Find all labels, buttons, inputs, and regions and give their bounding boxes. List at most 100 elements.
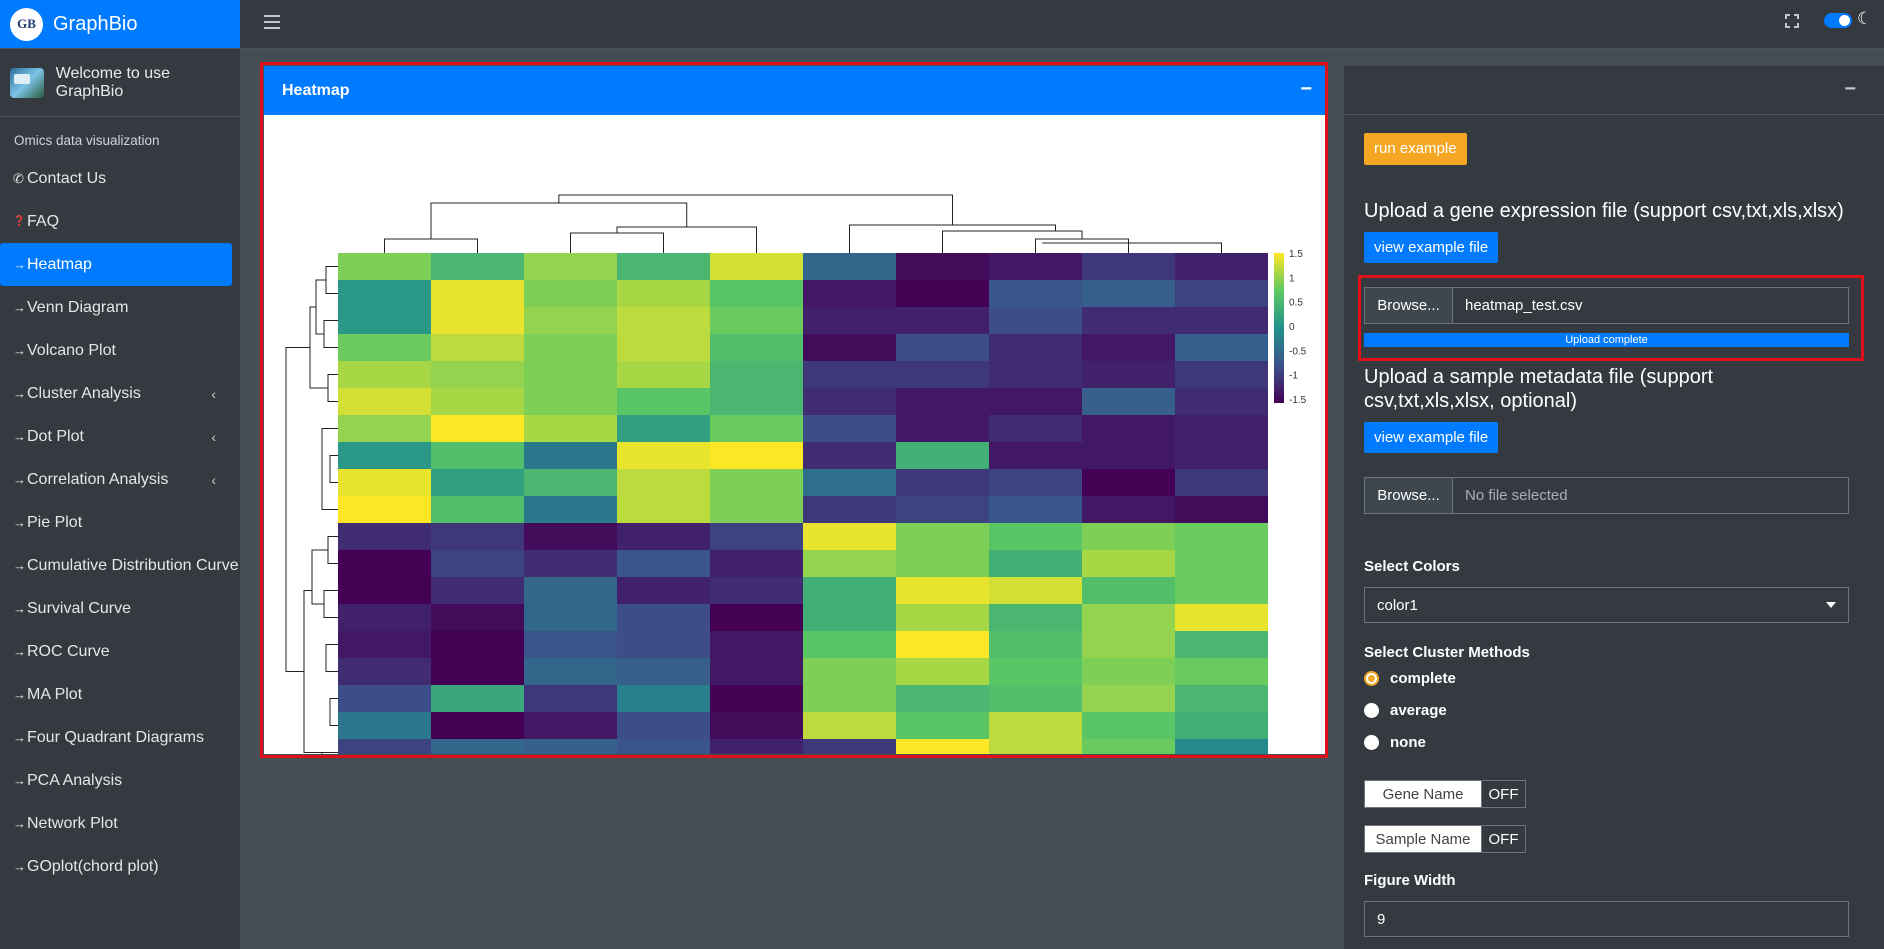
- sidebar-item-cluster-analysis[interactable]: → Cluster Analysis ‹: [0, 372, 240, 415]
- radio-selected-icon[interactable]: [1364, 671, 1379, 686]
- expr-file-input[interactable]: Browse... heatmap_test.csv: [1364, 287, 1849, 324]
- view-example-button-1[interactable]: view example file: [1364, 232, 1499, 263]
- figure-width-value: 9: [1377, 910, 1386, 928]
- heatmap-cell: [989, 739, 1082, 754]
- heatmap-cell: [896, 523, 989, 550]
- heatmap-cell: [896, 280, 989, 307]
- sidebar-item-correlation-analysis[interactable]: → Correlation Analysis ‹: [0, 458, 240, 501]
- heatmap-cell: [524, 307, 617, 334]
- run-example-button[interactable]: run example: [1364, 133, 1467, 165]
- sidebar-item-network-plot[interactable]: → Network Plot: [0, 802, 240, 845]
- heatmap-cell: [803, 415, 896, 442]
- sidebar-item-dot-plot[interactable]: → Dot Plot ‹: [0, 415, 240, 458]
- arrow-right-icon: →: [13, 300, 26, 315]
- meta-file-input[interactable]: Browse... No file selected: [1364, 477, 1849, 514]
- sidebar-item-goplot-chord-plot[interactable]: → GOplot(chord plot): [0, 845, 240, 888]
- color-legend-bar: [1274, 253, 1284, 403]
- collapse-icon[interactable]: −: [1300, 78, 1312, 100]
- heatmap-cell: [338, 550, 431, 577]
- heatmap-chart: 1.5 1 0.5 0 -0.5 -1 -1.5: [285, 194, 1307, 754]
- heatmap-cell: [524, 415, 617, 442]
- heatmap-cell: [896, 388, 989, 415]
- file-name: heatmap_test.csv: [1465, 297, 1583, 314]
- sidebar-item-pie-plot[interactable]: → Pie Plot: [0, 501, 240, 544]
- heatmap-cell: [803, 739, 896, 754]
- heatmap-cell: [617, 388, 710, 415]
- heatmap-cell: [1082, 658, 1175, 685]
- heatmap-cell: [617, 442, 710, 469]
- sidebar-item-label: Contact Us: [27, 169, 107, 187]
- welcome-text: Welcome to use GraphBio: [55, 64, 171, 100]
- switch-state[interactable]: OFF: [1481, 826, 1525, 852]
- radio-icon[interactable]: [1364, 703, 1379, 718]
- dendrogram-branch: [327, 374, 338, 402]
- browse-button[interactable]: Browse...: [1365, 478, 1453, 513]
- sidebar-item-volcano-plot[interactable]: → Volcano Plot: [0, 329, 240, 372]
- gene-name-switch[interactable]: Gene Name OFF: [1364, 780, 1526, 808]
- view-example-button-2[interactable]: view example file: [1364, 422, 1499, 453]
- heatmap-cell: [896, 550, 989, 577]
- heatmap-cell: [617, 685, 710, 712]
- heatmap-cell: [896, 712, 989, 739]
- heatmap-cell: [338, 280, 431, 307]
- sidebar-item-cumulative-distribution-curve[interactable]: → Cumulative Distribution Curve: [0, 544, 240, 587]
- radio-icon[interactable]: [1364, 735, 1379, 750]
- brand-link[interactable]: GB GraphBio: [0, 0, 240, 49]
- fullscreen-icon[interactable]: [1784, 13, 1800, 29]
- heatmap-cell: [989, 604, 1082, 631]
- sidebar-item-ma-plot[interactable]: → MA Plot: [0, 673, 240, 716]
- dendrogram-branch: [325, 644, 338, 672]
- figure-width-input[interactable]: 9: [1364, 901, 1849, 937]
- sidebar-item-label: Venn Diagram: [27, 298, 129, 316]
- collapse-icon[interactable]: −: [1844, 78, 1856, 100]
- menu-toggle-icon[interactable]: [264, 15, 280, 29]
- heatmap-cell: [431, 307, 524, 334]
- arrow-right-icon: →: [13, 687, 26, 702]
- sidebar-item-survival-curve[interactable]: → Survival Curve: [0, 587, 240, 630]
- heatmap-cell: [710, 388, 803, 415]
- sidebar-item-heatmap[interactable]: → Heatmap: [0, 243, 232, 286]
- sidebar-item-contact-us[interactable]: ✆ Contact Us: [0, 157, 240, 200]
- sidebar-item-venn-diagram[interactable]: → Venn Diagram: [0, 286, 240, 329]
- heatmap-cell: [896, 739, 989, 754]
- heatmap-cell: [1175, 334, 1268, 361]
- heatmap-cell: [896, 442, 989, 469]
- heatmap-cell: [431, 442, 524, 469]
- sidebar-item-label: GOplot(chord plot): [27, 857, 159, 875]
- heatmap-cell: [617, 658, 710, 685]
- heatmap-cell: [431, 577, 524, 604]
- heatmap-cell: [1082, 712, 1175, 739]
- heatmap-cell: [617, 307, 710, 334]
- dark-mode-switch[interactable]: [1824, 13, 1852, 28]
- dendrogram-branch: [384, 238, 478, 253]
- brand-name: GraphBio: [53, 12, 138, 35]
- heatmap-cell: [1175, 685, 1268, 712]
- sample-name-switch[interactable]: Sample Name OFF: [1364, 825, 1526, 853]
- radio-none[interactable]: none: [1364, 734, 1426, 751]
- heatmap-cell: [1175, 631, 1268, 658]
- heatmap-cell: [803, 388, 896, 415]
- sidebar-item-roc-curve[interactable]: → ROC Curve: [0, 630, 240, 673]
- expr-upload-label: Upload a gene expression file (support c…: [1364, 200, 1844, 222]
- sidebar-item-pca-analysis[interactable]: → PCA Analysis: [0, 759, 240, 802]
- heatmap-cell: [338, 685, 431, 712]
- sidebar-item-label: Correlation Analysis: [27, 470, 169, 488]
- heatmap-cell: [338, 361, 431, 388]
- heatmap-cell: [989, 550, 1082, 577]
- radio-complete[interactable]: complete: [1364, 670, 1456, 687]
- radio-label: average: [1390, 702, 1447, 719]
- radio-average[interactable]: average: [1364, 702, 1447, 719]
- browse-button[interactable]: Browse...: [1365, 288, 1453, 323]
- sidebar-item-four-quadrant-diagrams[interactable]: → Four Quadrant Diagrams: [0, 716, 240, 759]
- sidebar-item-faq[interactable]: ❓ FAQ: [0, 200, 240, 243]
- heatmap-cell: [1082, 334, 1175, 361]
- heatmap-cell: [524, 577, 617, 604]
- heatmap-cell: [431, 334, 524, 361]
- switch-label: Gene Name: [1365, 781, 1481, 807]
- switch-state[interactable]: OFF: [1481, 781, 1525, 807]
- heatmap-cell: [1175, 739, 1268, 754]
- heatmap-cell: [896, 253, 989, 280]
- heatmap-cell: [896, 469, 989, 496]
- dendrogram-branch: [321, 752, 338, 754]
- colors-select[interactable]: color1: [1364, 587, 1849, 623]
